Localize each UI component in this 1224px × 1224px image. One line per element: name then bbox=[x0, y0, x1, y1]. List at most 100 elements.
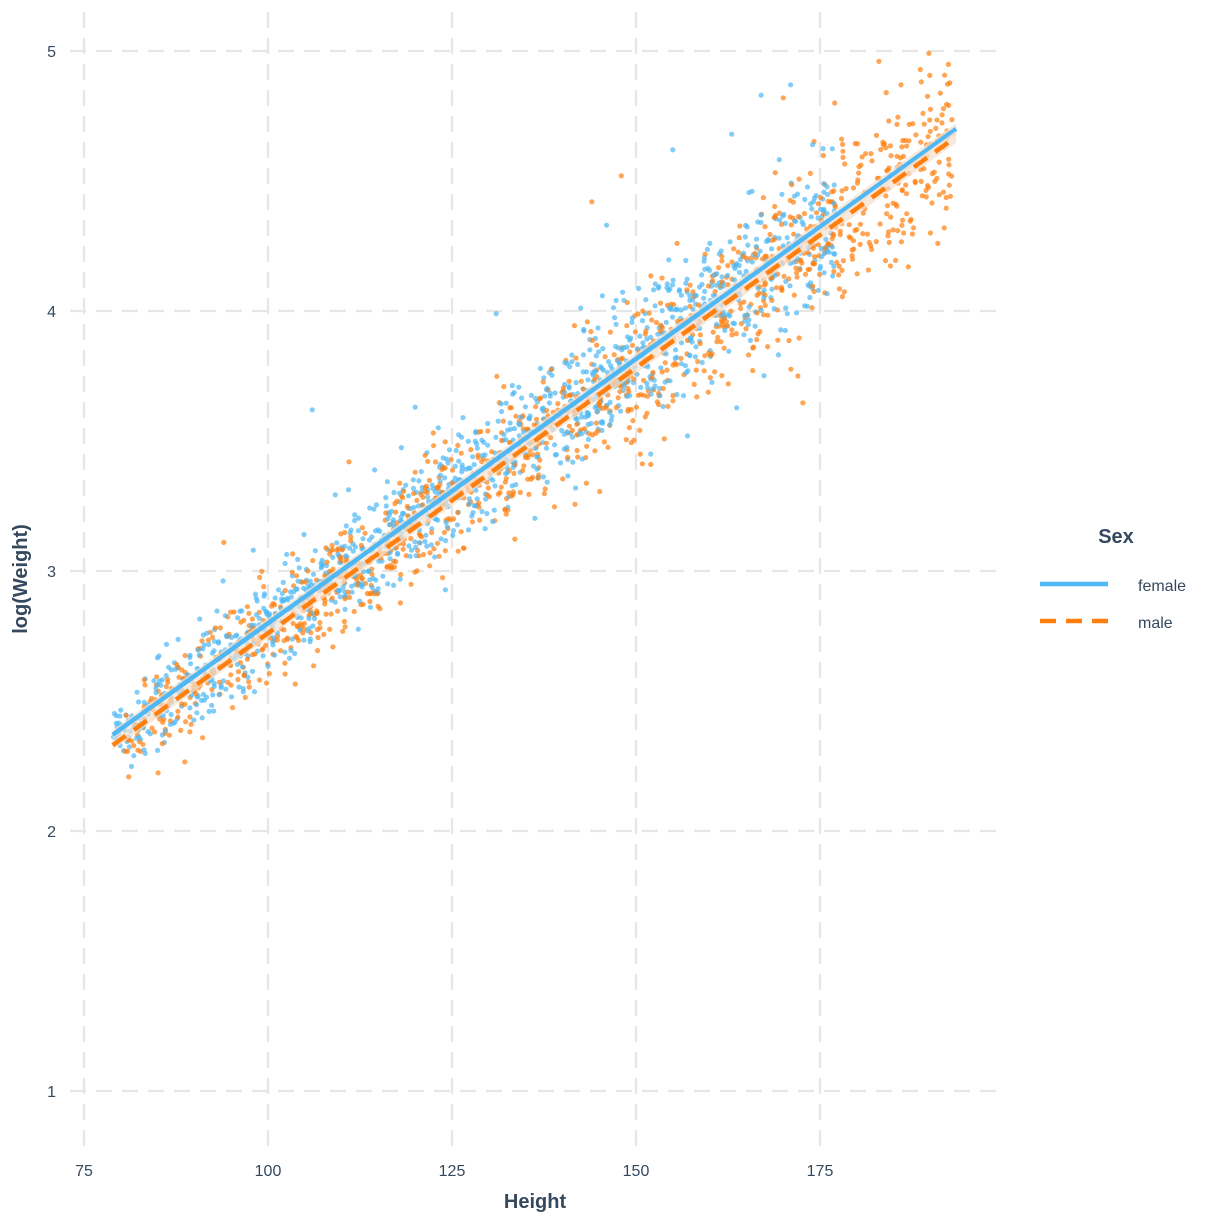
data-point bbox=[877, 221, 883, 227]
data-point bbox=[612, 315, 618, 321]
data-point bbox=[585, 410, 591, 416]
data-point bbox=[452, 463, 458, 469]
data-point bbox=[902, 137, 909, 143]
data-point bbox=[793, 310, 800, 316]
data-point bbox=[228, 609, 234, 615]
data-point bbox=[503, 511, 509, 517]
data-point bbox=[873, 132, 880, 138]
data-point bbox=[337, 594, 343, 600]
data-point bbox=[745, 322, 751, 328]
data-point bbox=[629, 342, 636, 348]
data-point bbox=[142, 682, 148, 688]
data-point bbox=[479, 508, 485, 515]
data-point bbox=[860, 210, 866, 216]
data-point bbox=[843, 186, 849, 192]
data-point bbox=[836, 272, 842, 278]
data-point bbox=[857, 221, 864, 227]
data-point bbox=[721, 312, 727, 318]
data-point bbox=[927, 72, 933, 78]
data-point bbox=[795, 373, 801, 379]
data-point bbox=[235, 676, 241, 683]
data-point bbox=[821, 189, 827, 195]
data-point bbox=[246, 684, 252, 690]
data-point bbox=[687, 293, 693, 299]
data-point bbox=[605, 444, 611, 450]
data-point bbox=[443, 519, 449, 526]
data-point bbox=[912, 180, 919, 186]
data-point bbox=[662, 379, 668, 385]
data-point bbox=[673, 347, 679, 353]
data-point bbox=[757, 328, 763, 335]
data-point bbox=[613, 297, 619, 304]
data-point bbox=[460, 415, 466, 421]
data-point bbox=[607, 409, 613, 415]
data-point bbox=[652, 281, 658, 287]
data-point bbox=[927, 128, 933, 134]
data-point bbox=[428, 542, 434, 548]
data-point bbox=[692, 292, 698, 298]
data-point bbox=[179, 701, 185, 707]
data-point bbox=[572, 501, 578, 507]
data-point bbox=[836, 263, 842, 269]
data-point bbox=[397, 600, 403, 606]
data-point bbox=[682, 363, 689, 369]
data-point bbox=[828, 259, 835, 265]
data-point bbox=[805, 267, 811, 273]
data-point bbox=[141, 677, 147, 683]
data-point bbox=[391, 564, 397, 570]
data-point bbox=[260, 653, 266, 659]
legend-item-male[interactable]: male bbox=[1040, 615, 1173, 632]
data-point bbox=[347, 545, 353, 551]
data-point bbox=[939, 120, 945, 126]
data-point bbox=[674, 391, 680, 398]
data-point bbox=[324, 559, 330, 565]
data-point bbox=[377, 528, 383, 534]
data-point bbox=[935, 240, 941, 246]
data-point bbox=[541, 491, 548, 497]
gridlines bbox=[70, 12, 998, 1150]
data-point bbox=[910, 225, 917, 231]
data-point bbox=[719, 279, 725, 285]
data-point bbox=[294, 586, 300, 592]
data-point bbox=[624, 299, 630, 306]
data-point bbox=[799, 260, 805, 266]
data-point bbox=[571, 323, 578, 329]
data-point bbox=[790, 215, 796, 221]
data-point bbox=[238, 619, 244, 625]
data-point bbox=[903, 191, 910, 197]
data-point bbox=[559, 427, 565, 434]
data-point bbox=[310, 557, 316, 564]
data-point bbox=[209, 634, 216, 640]
data-point bbox=[191, 717, 197, 723]
data-point bbox=[460, 545, 467, 551]
data-point bbox=[611, 352, 617, 358]
data-point bbox=[704, 246, 711, 252]
data-point bbox=[719, 253, 725, 259]
data-point bbox=[706, 267, 713, 273]
data-point bbox=[832, 100, 838, 106]
data-point bbox=[687, 303, 693, 309]
data-point bbox=[831, 182, 837, 188]
data-point bbox=[712, 289, 718, 295]
data-point bbox=[714, 271, 720, 277]
data-point bbox=[613, 343, 619, 350]
data-point bbox=[126, 744, 132, 750]
data-point bbox=[823, 236, 829, 242]
data-point bbox=[427, 563, 433, 569]
data-point bbox=[212, 625, 218, 631]
data-point bbox=[200, 691, 207, 697]
legend-item-female[interactable]: female bbox=[1040, 578, 1186, 595]
data-point bbox=[607, 329, 614, 335]
data-point bbox=[584, 443, 590, 449]
data-point bbox=[784, 235, 790, 241]
data-point bbox=[429, 530, 435, 536]
data-point bbox=[618, 173, 624, 179]
data-point bbox=[560, 476, 566, 482]
data-point bbox=[727, 239, 733, 245]
data-point bbox=[235, 615, 241, 621]
data-point bbox=[655, 285, 662, 291]
data-point bbox=[687, 282, 693, 288]
x-tick-label: 125 bbox=[439, 1163, 466, 1180]
data-point bbox=[660, 385, 666, 392]
data-point bbox=[564, 444, 570, 450]
